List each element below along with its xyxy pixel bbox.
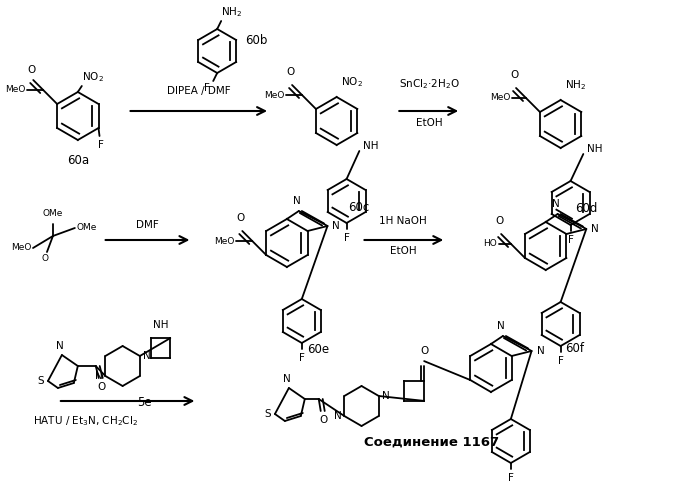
Text: OMe: OMe: [77, 224, 97, 233]
Text: NH$_2$: NH$_2$: [565, 78, 586, 92]
Text: O: O: [420, 346, 428, 356]
Text: NH: NH: [363, 141, 379, 151]
Text: SnCl$_2$·2H$_2$O: SnCl$_2$·2H$_2$O: [399, 77, 460, 91]
Text: NH: NH: [153, 320, 168, 330]
Text: HO: HO: [484, 240, 497, 248]
Text: 60f: 60f: [566, 342, 584, 355]
Text: 5e: 5e: [137, 396, 152, 409]
Text: F: F: [568, 235, 573, 245]
Text: N: N: [143, 351, 150, 361]
Text: N: N: [497, 321, 505, 331]
Text: HATU / Et$_3$N, CH$_2$Cl$_2$: HATU / Et$_3$N, CH$_2$Cl$_2$: [33, 414, 138, 428]
Text: OMe: OMe: [43, 209, 63, 218]
Text: N: N: [56, 341, 64, 351]
Text: O: O: [27, 65, 36, 75]
Text: NO$_2$: NO$_2$: [341, 75, 363, 89]
Text: N: N: [94, 371, 102, 381]
Text: 1H NaOH: 1H NaOH: [379, 216, 427, 226]
Text: O: O: [97, 382, 106, 392]
Text: N: N: [332, 221, 340, 231]
Text: NO$_2$: NO$_2$: [82, 70, 104, 84]
Text: O: O: [510, 70, 518, 80]
Text: F: F: [204, 83, 210, 93]
Text: 60b: 60b: [245, 35, 267, 48]
Text: N: N: [382, 391, 389, 401]
Text: F: F: [508, 473, 514, 483]
Text: O: O: [41, 254, 48, 263]
Text: O: O: [236, 213, 244, 223]
Text: DIPEA / DMF: DIPEA / DMF: [167, 86, 231, 96]
Text: 60c: 60c: [349, 201, 370, 214]
Text: DMF: DMF: [136, 220, 159, 230]
Text: Соединение 1167: Соединение 1167: [364, 436, 499, 449]
Text: N: N: [293, 196, 301, 206]
Text: MeO: MeO: [5, 85, 25, 95]
Text: F: F: [299, 353, 304, 363]
Text: F: F: [97, 140, 104, 150]
Text: N: N: [552, 199, 559, 209]
Text: MeO: MeO: [214, 237, 234, 246]
Text: MeO: MeO: [264, 90, 284, 100]
Text: N: N: [334, 411, 342, 421]
Text: N: N: [283, 374, 290, 384]
Text: 60d: 60d: [575, 202, 598, 215]
Text: EtOH: EtOH: [416, 118, 442, 128]
Text: O: O: [320, 415, 328, 425]
Text: S: S: [265, 409, 271, 419]
Text: 60e: 60e: [307, 343, 329, 356]
Text: 60a: 60a: [66, 154, 89, 167]
Text: N: N: [536, 346, 545, 356]
Text: O: O: [495, 216, 503, 226]
Text: N: N: [592, 224, 599, 234]
Text: F: F: [558, 356, 564, 366]
Text: MeO: MeO: [10, 244, 31, 252]
Text: O: O: [286, 67, 294, 77]
Text: MeO: MeO: [490, 94, 510, 103]
Text: NH$_2$: NH$_2$: [221, 5, 242, 19]
Text: S: S: [37, 376, 44, 386]
Text: F: F: [344, 233, 349, 243]
Text: EtOH: EtOH: [390, 246, 416, 256]
Text: NH: NH: [587, 144, 603, 154]
